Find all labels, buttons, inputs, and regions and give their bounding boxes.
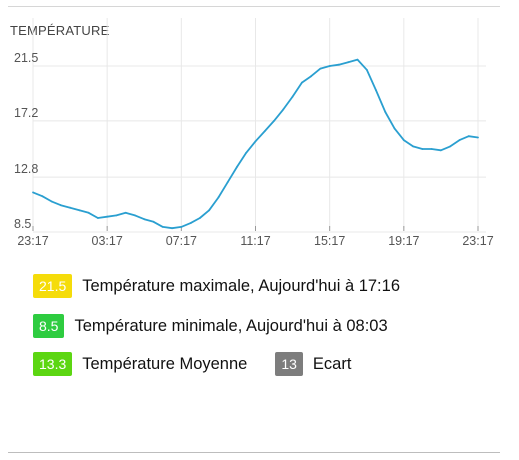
data-point — [430, 148, 433, 150]
avg-value-badge: 13.3 — [33, 352, 73, 376]
data-point — [338, 63, 340, 66]
data-point — [421, 148, 424, 150]
data-point — [69, 206, 71, 209]
data-point — [477, 136, 479, 139]
data-point — [124, 211, 127, 214]
data-point — [458, 139, 461, 142]
data-point — [236, 166, 238, 168]
x-tick-label: 07:17 — [166, 234, 197, 248]
temperature-chart: 8.5 12.8 17.2 21.5 23:17 03:17 07:17 11:17 15:1… — [14, 18, 494, 248]
max-label: Température maximale, Aujourd'hui à 17:1… — [82, 276, 400, 295]
data-point — [245, 151, 248, 154]
legend-row-avg: 13.3 Température Moyenne 13 Ecart — [33, 352, 351, 376]
data-point — [384, 111, 387, 113]
data-point — [97, 217, 99, 219]
y-tick-label: 8.5 — [14, 217, 31, 231]
data-point — [199, 217, 201, 219]
data-point — [171, 227, 174, 230]
data-point — [375, 89, 377, 92]
data-point — [254, 140, 257, 143]
series-layer — [32, 58, 479, 230]
data-point — [59, 204, 62, 207]
data-point — [310, 75, 312, 78]
avg-label: Température Moyenne — [82, 354, 248, 373]
data-point — [180, 226, 183, 228]
data-point — [365, 68, 368, 71]
ecart-value-badge: 13 — [275, 352, 303, 376]
y-tick-label: 21.5 — [14, 51, 38, 65]
data-point — [78, 209, 81, 212]
data-point — [273, 120, 275, 122]
data-point — [319, 67, 322, 70]
data-point — [189, 222, 192, 225]
y-tick-labels: 8.5 12.8 17.2 21.5 — [14, 51, 38, 231]
data-point — [134, 214, 136, 217]
data-point — [32, 191, 34, 194]
x-tick-label: 03:17 — [92, 234, 123, 248]
data-point — [208, 209, 211, 212]
chart-title: TEMPÉRATURE — [10, 23, 110, 38]
grid-layer — [32, 18, 486, 233]
data-point — [356, 58, 359, 61]
x-tick-label: 19:17 — [388, 234, 419, 248]
data-point — [467, 135, 470, 138]
data-point — [87, 211, 90, 214]
x-tick-label: 15:17 — [314, 234, 345, 248]
data-point — [41, 195, 44, 198]
data-point — [412, 145, 414, 148]
data-point — [291, 95, 294, 98]
legend-row-min: 8.5 Température minimale, Aujourd'hui à … — [33, 314, 388, 338]
x-tick-label: 11:17 — [240, 234, 270, 248]
top-divider — [8, 6, 500, 7]
data-point — [161, 226, 164, 228]
data-point — [226, 181, 229, 184]
data-point — [328, 65, 331, 67]
data-point — [143, 218, 146, 221]
ecart-label: Ecart — [312, 354, 352, 373]
data-point — [440, 149, 442, 152]
data-point — [115, 214, 118, 217]
data-point — [449, 145, 452, 148]
max-value-badge: 21.5 — [33, 274, 73, 298]
data-point — [217, 196, 220, 199]
x-tick-labels: 23:17 03:17 07:17 11:17 15:17 19:17 23:17 — [17, 234, 493, 248]
data-point — [347, 61, 350, 64]
min-label: Température minimale, Aujourd'hui à 08:0… — [74, 316, 388, 335]
data-point — [301, 81, 303, 84]
legend-row-max: 21.5 Température maximale, Aujourd'hui à… — [33, 274, 400, 298]
data-point — [152, 220, 155, 223]
data-point — [50, 200, 53, 203]
x-tick-label: 23:17 — [17, 234, 48, 248]
data-point — [393, 127, 396, 130]
data-point — [106, 215, 109, 218]
y-tick-label: 12.8 — [14, 162, 38, 176]
y-tick-label: 17.2 — [14, 106, 38, 120]
x-tick-label: 23:17 — [462, 234, 493, 248]
bottom-divider — [8, 452, 500, 453]
data-point — [282, 108, 285, 111]
min-value-badge: 8.5 — [33, 314, 65, 338]
data-point — [263, 130, 266, 133]
data-point — [402, 139, 405, 142]
